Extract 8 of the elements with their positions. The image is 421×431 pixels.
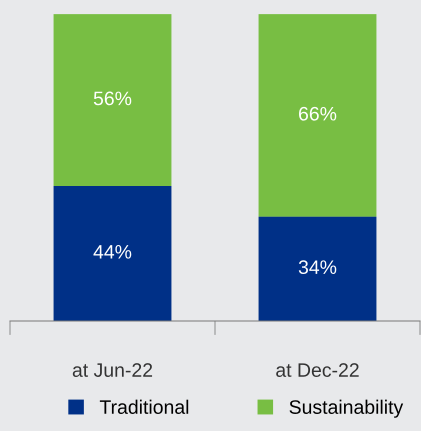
legend-label: Sustainability	[290, 400, 404, 418]
x-tick-label: at Dec-22	[276, 363, 359, 377]
legend-label: Traditional	[100, 400, 188, 414]
x-tick-label: at Jun-22	[72, 363, 152, 377]
data-label: 34%	[298, 260, 336, 274]
data-label: 66%	[299, 106, 336, 121]
data-label: 44%	[93, 245, 132, 259]
data-label: 56%	[94, 92, 132, 106]
